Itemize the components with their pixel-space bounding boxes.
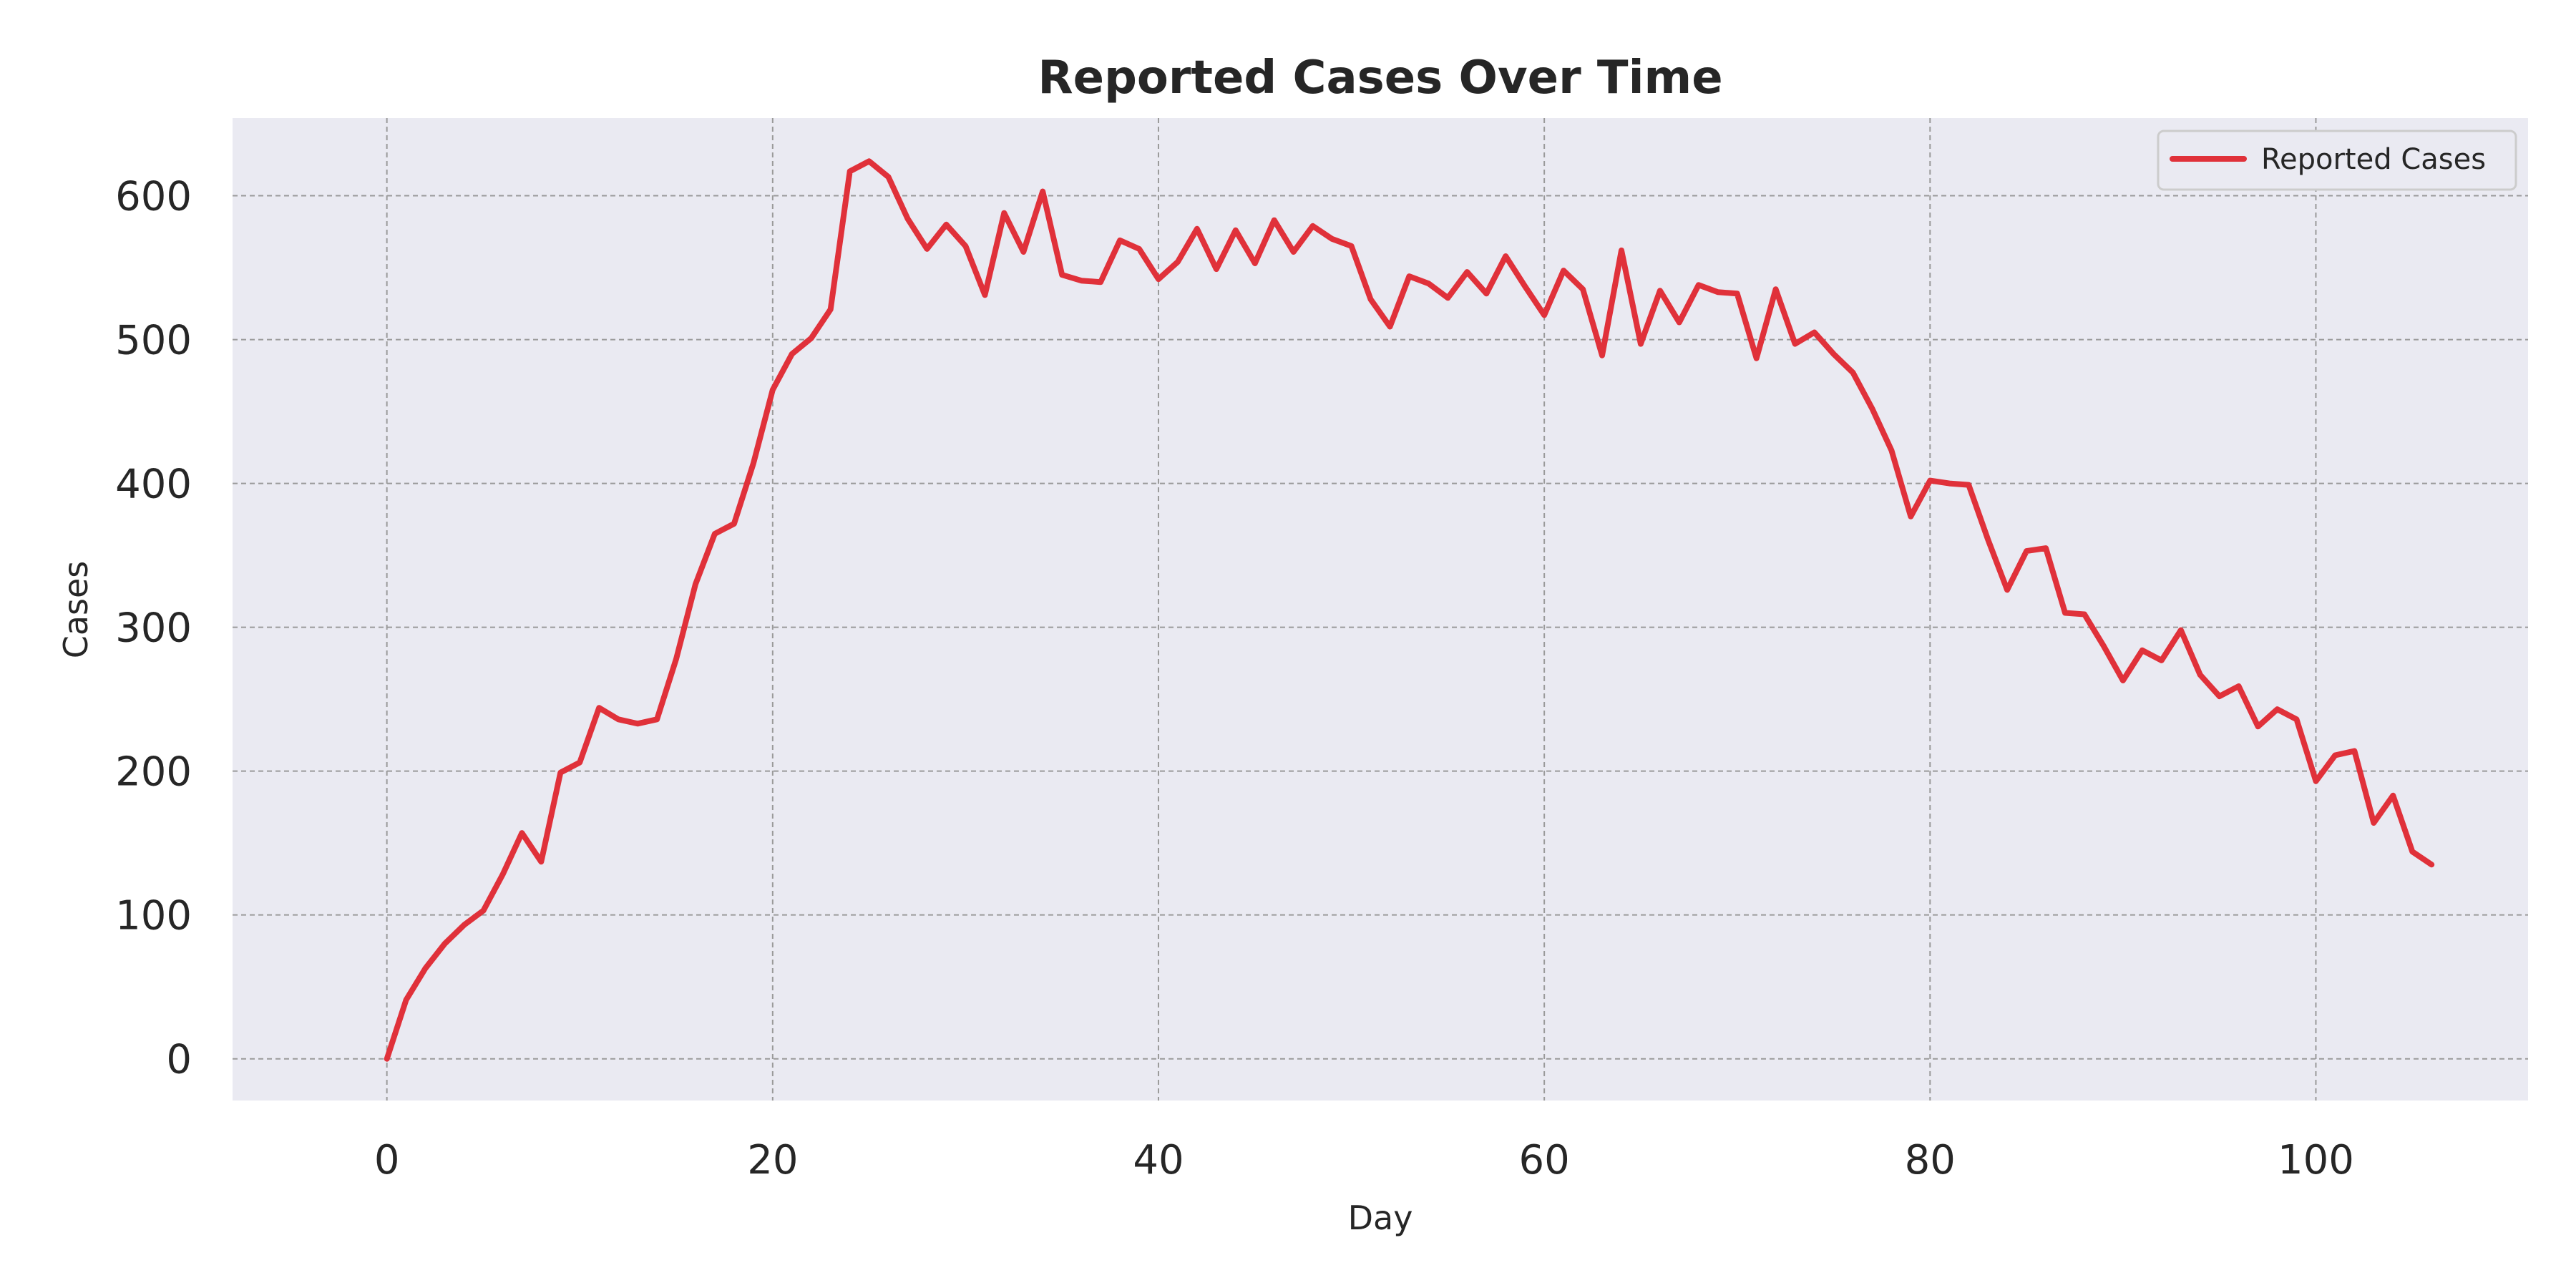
legend-label: Reported Cases bbox=[2261, 143, 2486, 176]
y-tick-label: 400 bbox=[115, 462, 192, 508]
x-tick-label: 20 bbox=[747, 1137, 798, 1184]
series-line-reported-cases bbox=[384, 158, 2435, 1062]
series-group bbox=[384, 158, 2435, 1062]
y-axis-label: Cases bbox=[57, 561, 95, 659]
plot-area bbox=[233, 118, 2528, 1101]
y-gridlines bbox=[233, 195, 2528, 1060]
legend-box bbox=[2157, 130, 2517, 191]
x-tick-label: 40 bbox=[1133, 1137, 1184, 1184]
x-tick-label: 80 bbox=[1905, 1137, 1956, 1184]
x-tick-labels: 0 20 40 60 80 100 bbox=[374, 1137, 2354, 1184]
y-tick-label: 500 bbox=[115, 318, 192, 364]
chart-title: Reported Cases Over Time bbox=[1038, 52, 1722, 104]
y-tick-label: 600 bbox=[115, 174, 192, 220]
y-tick-label: 200 bbox=[115, 749, 192, 796]
x-tick-label: 60 bbox=[1519, 1137, 1570, 1184]
x-tick-label: 0 bbox=[374, 1137, 400, 1184]
y-tick-label: 100 bbox=[115, 893, 192, 940]
y-tick-label: 0 bbox=[166, 1037, 192, 1083]
x-tick-label: 100 bbox=[2278, 1137, 2354, 1184]
y-tick-labels: 0 100 200 300 400 500 600 bbox=[115, 174, 192, 1083]
y-tick-label: 300 bbox=[115, 605, 192, 652]
x-axis-label: Day bbox=[1348, 1199, 1413, 1237]
legend: Reported Cases bbox=[2157, 130, 2517, 191]
